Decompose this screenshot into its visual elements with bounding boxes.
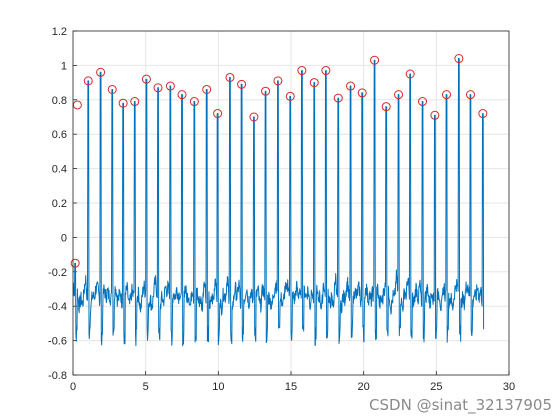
y-tick-label: -0.6	[48, 336, 67, 348]
watermark: CSDN @sinat_32137905	[369, 396, 552, 414]
x-tick-label: 20	[358, 381, 370, 393]
peak-marker	[381, 102, 391, 112]
peak-marker	[321, 66, 331, 76]
peak-marker	[442, 90, 452, 100]
peak-marker	[107, 84, 117, 94]
peak-marker	[130, 97, 140, 107]
peak-marker	[249, 112, 259, 122]
peak-marker	[141, 74, 151, 84]
peak-marker	[285, 91, 295, 101]
x-tick-label: 15	[285, 381, 297, 393]
x-tick-label: 5	[143, 381, 149, 393]
peak-marker	[177, 90, 187, 100]
x-tick-label: 30	[503, 381, 515, 393]
y-axis-ticks: -0.8 -0.6 -0.4 -0.2 0 0.2 0.4 0.6 0.8 1 1.2	[48, 26, 77, 382]
peak-marker	[418, 97, 428, 107]
y-tick-label: 0.4	[52, 164, 67, 176]
peak-marker	[405, 69, 415, 79]
y-tick-label: 0.6	[52, 129, 67, 141]
y-tick-label: 0.2	[52, 198, 67, 210]
peak-marker	[202, 84, 212, 94]
peak-marker	[309, 78, 319, 88]
signal-line	[72, 58, 485, 347]
plot-frame	[72, 30, 510, 376]
peak-marker	[273, 76, 283, 86]
peak-marker	[333, 93, 343, 103]
peak-marker	[83, 76, 93, 86]
y-tick-label: 0.8	[52, 95, 67, 107]
y-tick-label: 1	[61, 60, 67, 72]
x-tick-label: 0	[70, 381, 76, 393]
y-tick-label: 1.2	[52, 26, 67, 38]
peak-marker	[465, 90, 475, 100]
y-tick-label: -0.8	[48, 370, 67, 382]
peak-marker	[430, 110, 440, 120]
peak-marker	[297, 66, 307, 76]
peak-marker	[189, 97, 199, 107]
peak-marker	[394, 90, 404, 100]
x-axis-ticks: 0 5 10 15 20 25 30	[70, 371, 515, 393]
x-tick-label: 25	[430, 381, 442, 393]
peak-marker	[225, 72, 235, 82]
peak-marker	[346, 81, 356, 91]
peak-marker	[261, 86, 271, 96]
peak-marker	[357, 88, 367, 98]
y-tick-label: -0.4	[48, 301, 67, 313]
peak-marker	[118, 98, 128, 108]
y-tick-label: 0	[61, 232, 67, 244]
peak-marker	[165, 81, 175, 91]
peak-marker	[153, 83, 163, 93]
peak-marker	[70, 258, 80, 268]
peak-marker	[237, 79, 247, 89]
peak-marker	[478, 109, 488, 119]
peak-marker	[454, 54, 464, 64]
y-tick-label: -0.2	[48, 267, 67, 279]
x-tick-label: 10	[212, 381, 224, 393]
peak-marker	[213, 109, 223, 119]
peak-marker	[96, 67, 106, 77]
peak-markers	[70, 54, 488, 268]
peak-marker	[370, 55, 380, 65]
